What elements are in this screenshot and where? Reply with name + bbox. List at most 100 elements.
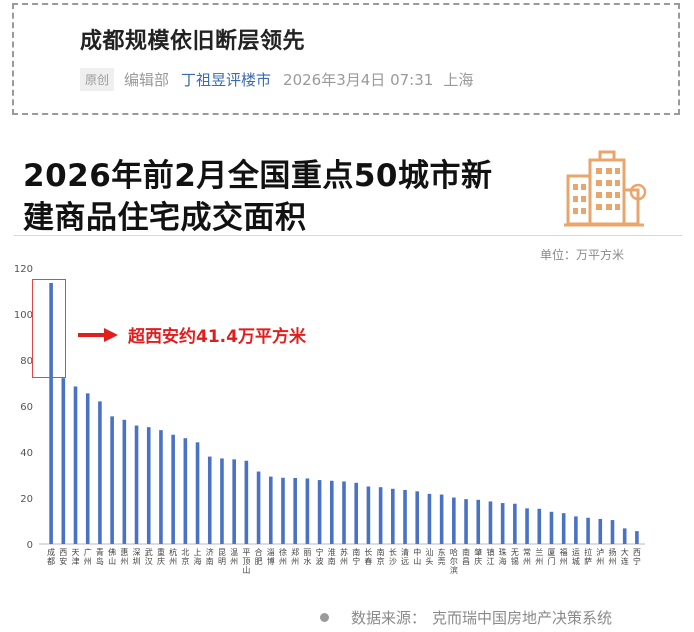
x-tick-label: 运城 — [572, 548, 580, 566]
bar-淄博 — [268, 476, 273, 544]
article-header-card: 成都规模依旧断层领先 原创 编辑部 丁祖昱评楼市 2026年3月4日 07:31… — [12, 3, 680, 115]
x-tick-label: 重庆 — [157, 547, 165, 566]
bar-汕头 — [427, 493, 432, 544]
bar-深圳 — [134, 425, 139, 544]
x-tick-label: 青岛 — [96, 547, 104, 566]
x-tick-label: 成都 — [47, 547, 55, 566]
bar-哈尔滨 — [452, 497, 456, 544]
chart-title-line1: 2026年前2月全国重点50城市新 — [23, 158, 493, 194]
x-tick-label: 兰州 — [535, 547, 543, 566]
bar-徐州 — [281, 477, 285, 544]
x-tick-label: 南宁 — [352, 547, 360, 566]
source-note: 数据来源： 克而瑞中国房地产决策系统 — [320, 607, 612, 628]
bar-济南 — [207, 456, 212, 544]
bar-上海 — [195, 442, 200, 544]
original-badge: 原创 — [80, 68, 115, 91]
source-name: 克而瑞中国房地产决策系统 — [432, 609, 613, 627]
bar-镇江 — [488, 501, 493, 544]
x-tick-label: 广州 — [84, 547, 92, 566]
x-tick-label: 西安 — [59, 548, 67, 566]
bar-无锡 — [513, 503, 517, 544]
bar-常州 — [525, 508, 529, 544]
x-tick-label: 大连 — [621, 547, 629, 566]
x-tick-label: 温州 — [230, 548, 238, 566]
x-tick-label: 佛山 — [108, 547, 116, 566]
bar-重庆 — [159, 430, 163, 544]
x-tick-label: 清远 — [401, 547, 409, 566]
x-tick-label: 珠海 — [499, 547, 507, 566]
x-tick-label: 淮南 — [328, 547, 336, 566]
article-title: 成都规模依旧断层领先 — [80, 29, 306, 54]
publish-date: 2026年3月4日 07:31 — [283, 71, 434, 89]
bar-扬州 — [610, 520, 615, 544]
bar-中山 — [415, 491, 420, 544]
x-tick-label: 徐州 — [279, 547, 287, 566]
x-tick-label: 南昌 — [462, 547, 470, 566]
x-tick-label: 济南 — [206, 547, 214, 566]
x-tick-label: 平顶山 — [242, 548, 250, 575]
x-tick-label: 天津 — [72, 548, 80, 566]
bar-温州 — [232, 459, 236, 544]
x-tick-label: 丽水 — [303, 548, 311, 566]
x-tick-label: 肇庆 — [474, 547, 482, 566]
x-tick-label: 合肥 — [255, 547, 263, 566]
editor-label: 编辑部 — [124, 71, 170, 89]
x-tick-label: 南京 — [377, 547, 385, 566]
bar-合肥 — [256, 471, 261, 544]
x-tick-label: 无锡 — [511, 548, 519, 566]
bar-苏州 — [342, 481, 346, 544]
bar-南京 — [378, 487, 383, 544]
author-link[interactable]: 丁祖昱评楼市 — [181, 71, 272, 89]
annotation: 超西安约41.4万平方米 — [78, 322, 306, 347]
bar-北京 — [183, 438, 188, 544]
bar-福州 — [561, 513, 566, 544]
bar-长春 — [366, 486, 371, 544]
bar-淮南 — [329, 480, 334, 544]
x-tick-label: 泸州 — [596, 547, 604, 566]
y-tick-label: 80 — [20, 356, 33, 367]
bar-南宁 — [354, 482, 359, 544]
bar-肇庆 — [476, 499, 481, 544]
x-tick-label: 福州 — [560, 548, 568, 566]
bar-东莞 — [439, 494, 444, 544]
bar-大连 — [622, 528, 627, 544]
x-tick-label: 拉萨 — [584, 547, 592, 566]
x-tick-label: 杭州 — [169, 547, 177, 566]
bar-厦门 — [549, 511, 554, 544]
bar-西安 — [61, 378, 66, 544]
x-tick-label: 东莞 — [438, 547, 446, 566]
x-tick-label: 郑州 — [291, 547, 299, 566]
x-tick-label: 深圳 — [133, 548, 141, 566]
bar-青岛 — [98, 401, 102, 544]
bar-广州 — [85, 393, 90, 544]
bar-南昌 — [464, 499, 468, 544]
x-tick-label: 长沙 — [389, 547, 397, 566]
x-tick-label: 淄博 — [267, 547, 275, 566]
title-divider — [14, 235, 682, 236]
bar-郑州 — [293, 477, 297, 544]
y-tick-label: 60 — [20, 402, 33, 413]
publish-location: 上海 — [443, 71, 474, 89]
bar-chart: 0 20 40 60 80 100 120 成都西安天津广州青岛佛山惠州深圳武汉重庆杭州北京上… — [14, 264, 645, 575]
x-tick-label: 苏州 — [340, 547, 348, 566]
x-tick-label: 武汉 — [145, 547, 153, 566]
x-tick-label: 汕头 — [425, 547, 433, 566]
annotation-text: 超西安约41.4万平方米 — [128, 327, 306, 347]
bullet-icon — [320, 613, 329, 622]
x-tick-label: 扬州 — [608, 547, 616, 566]
x-tick-label: 昆明 — [218, 548, 226, 566]
bar-泸州 — [598, 518, 603, 544]
x-tick-label: 长春 — [364, 547, 372, 566]
x-tick-label: 宁波 — [316, 547, 324, 566]
x-tick-label: 西宁 — [633, 548, 641, 566]
unit-label: 单位：万平方米 — [540, 248, 625, 262]
bar-西宁 — [635, 531, 639, 544]
bar-天津 — [73, 386, 78, 544]
bar-杭州 — [171, 434, 175, 544]
building-icon — [564, 150, 647, 227]
bar-成都 — [49, 282, 53, 544]
bar-珠海 — [500, 503, 505, 544]
x-tick-label: 中山 — [413, 547, 421, 566]
y-tick-label: 100 — [14, 310, 33, 321]
bar-宁波 — [317, 480, 322, 544]
